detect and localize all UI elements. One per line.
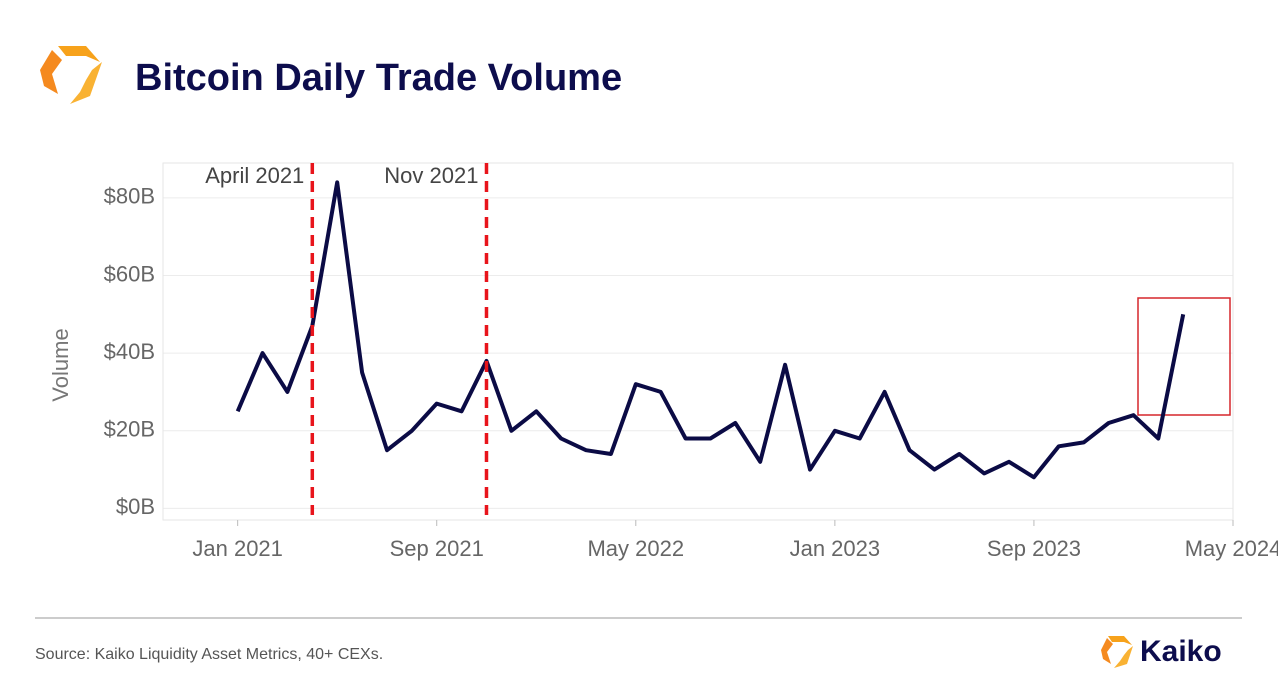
x-tick-label: May 2024 [1185, 536, 1278, 561]
plot-frame [162, 162, 1234, 521]
y-tick-label: $0B [116, 494, 155, 519]
source-note: Source: Kaiko Liquidity Asset Metrics, 4… [35, 646, 383, 663]
volume-line [235, 180, 1186, 480]
y-tick-label: $20B [104, 417, 155, 442]
y-tick-label: $60B [104, 261, 155, 286]
chart-title: Bitcoin Daily Trade Volume [135, 57, 622, 99]
logo [40, 46, 102, 104]
annotation-label: Nov 2021 [384, 163, 478, 188]
highlight-box [1137, 297, 1231, 416]
x-tick-label: Sep 2021 [390, 536, 484, 561]
x-tick-label: Jan 2023 [790, 536, 881, 561]
brand-name: Kaiko [1140, 635, 1222, 668]
annotation-label: April 2021 [205, 163, 304, 188]
y-axis-label: Volume [48, 328, 73, 401]
x-tick-label: May 2022 [587, 536, 684, 561]
brand-logo [1101, 636, 1133, 668]
x-tick-label: Sep 2023 [987, 536, 1081, 561]
y-tick-label: $80B [104, 184, 155, 209]
y-tick-label: $40B [104, 339, 155, 364]
x-tick-label: Jan 2021 [192, 536, 283, 561]
